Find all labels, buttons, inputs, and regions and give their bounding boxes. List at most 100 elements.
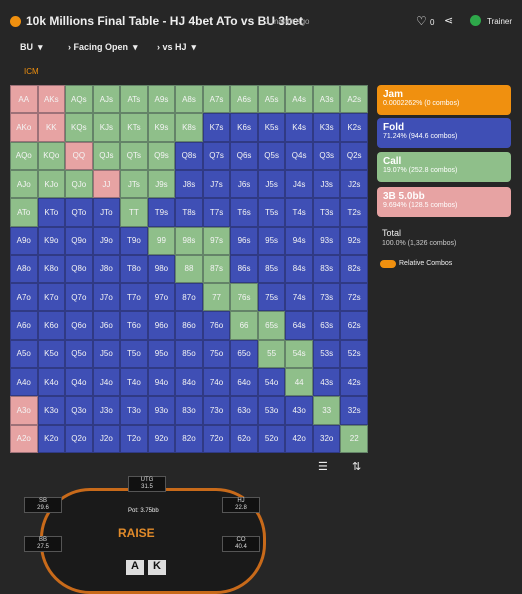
range-cell: K6s [230, 113, 258, 142]
range-cell: T9s [147, 198, 176, 227]
range-cell: Q4s [285, 141, 313, 170]
range-cell: T2o [120, 424, 148, 453]
logo [10, 16, 21, 27]
range-cell: Q5o [65, 339, 93, 369]
range-cell: J5o [92, 339, 121, 369]
action-box: 3B 5.0bb 9.694% (128.5 combos) [377, 187, 511, 217]
seat-stack: 22.8 [235, 505, 247, 511]
action-stat: 19.07% (252.8 combos) [383, 167, 458, 174]
range-cell: T9o [120, 226, 148, 255]
range-cell: 88 [175, 254, 203, 284]
range-cell: QJs [92, 141, 121, 170]
range-cell: A4s [285, 85, 313, 114]
range-cell: A3o [10, 396, 38, 425]
range-cell: 76o [202, 311, 231, 340]
range-cell: K8s [175, 113, 203, 142]
range-cell: 44 [285, 368, 313, 397]
range-cell: A2s [340, 85, 368, 114]
range-cell: K2s [340, 113, 368, 142]
action-box: Jam 0.0002262% (0 combos) [377, 85, 511, 115]
trainer-button[interactable]: Trainer [487, 17, 513, 26]
range-cell: Q3o [65, 396, 93, 425]
filter-dropdown[interactable]: › Facing Open ▾ [68, 42, 138, 52]
range-cell: 82o [175, 424, 203, 453]
range-cell: Q9o [65, 226, 93, 255]
filter-dropdown[interactable]: BU ▾ [20, 42, 43, 52]
range-cell: 95o [147, 339, 176, 369]
range-cell: 82s [340, 254, 368, 284]
range-cell: 86s [230, 254, 258, 284]
range-cell: J8o [92, 254, 121, 284]
range-cell: 73s [312, 283, 341, 312]
action-box: Call 19.07% (252.8 combos) [377, 152, 511, 182]
range-cell: K7o [37, 283, 66, 312]
range-cell: K8o [37, 254, 66, 284]
range-cell: J7s [202, 169, 231, 199]
range-cell: KJs [92, 113, 121, 142]
range-cell: 86o [175, 311, 203, 340]
toggle[interactable] [380, 260, 396, 268]
range-cell: QTs [120, 141, 148, 170]
range-cell: 66 [230, 311, 258, 340]
range-cell: 42s [340, 368, 368, 397]
mode-label: ICM [24, 67, 39, 76]
range-cell: 85s [257, 254, 286, 284]
like-button[interactable]: ♡ [416, 14, 427, 28]
range-cell: 75s [257, 283, 286, 312]
filter-label: Facing Open [73, 42, 129, 52]
range-cell: 94o [147, 368, 176, 397]
range-cell: J4o [92, 368, 121, 397]
range-cell: AKo [10, 113, 38, 142]
range-cell: 53s [312, 339, 341, 369]
range-cell: T3o [120, 396, 148, 425]
action-name: Jam [383, 89, 404, 100]
range-cell: 75o [202, 339, 231, 369]
range-cell: JJ [92, 169, 121, 199]
range-cell: A4o [10, 368, 38, 397]
range-cell: J2s [340, 169, 368, 199]
range-cell: J7o [92, 283, 121, 312]
range-cell: 74s [285, 283, 313, 312]
range-cell: K9o [37, 226, 66, 255]
range-cell: 65s [257, 311, 286, 340]
range-cell: J4s [285, 169, 313, 199]
range-cell: 83s [312, 254, 341, 284]
range-cell: Q8o [65, 254, 93, 284]
total-label: Total [382, 228, 402, 238]
list-icon[interactable]: ☰ [318, 461, 328, 473]
seat: SB 29.6 [24, 497, 62, 513]
page: 10k Millions Final Table - HJ 4bet ATo v… [10, 14, 513, 594]
range-cell: AKs [37, 85, 66, 114]
seat-position: SB [38, 498, 47, 504]
range-cell: 43o [285, 396, 313, 425]
range-cell: A7s [202, 85, 231, 114]
seat-stack: 29.6 [37, 505, 49, 511]
range-cell: 33 [312, 396, 341, 425]
range-cell: 83o [175, 396, 203, 425]
range-cell: A6o [10, 311, 38, 340]
range-cell: KTs [120, 113, 148, 142]
range-cell: ATo [10, 198, 38, 227]
range-cell: Q8s [175, 141, 203, 170]
range-cell: KTo [37, 198, 66, 227]
range-cell: 22 [340, 424, 368, 453]
range-cell: 87o [175, 283, 203, 312]
sort-icon[interactable]: ⇅ [352, 461, 362, 473]
range-cell: ATs [120, 85, 148, 114]
range-cell: 64s [285, 311, 313, 340]
seat-stack: 31.5 [141, 484, 153, 490]
range-grid: AA AKs AQs AJs ATs A9s A8s A7s A6s A5s A4s A3s A2s AK… [10, 85, 368, 453]
range-cell: T6s [230, 198, 258, 227]
share-button[interactable]: ⋖ [444, 15, 454, 27]
action-stat: 71.24% (944.6 combos) [383, 133, 458, 140]
range-cell: T7o [120, 283, 148, 312]
seat-position: BB [38, 537, 47, 543]
range-cell: KQs [65, 113, 93, 142]
filter-dropdown[interactable]: › vs HJ ▾ [157, 42, 197, 52]
brand: RAISE [118, 526, 155, 540]
seat: BB 27.5 [24, 536, 62, 552]
range-cell: J5s [257, 169, 286, 199]
range-cell: A8o [10, 254, 38, 284]
range-cell: K7s [202, 113, 231, 142]
hole-card: K [148, 560, 166, 575]
